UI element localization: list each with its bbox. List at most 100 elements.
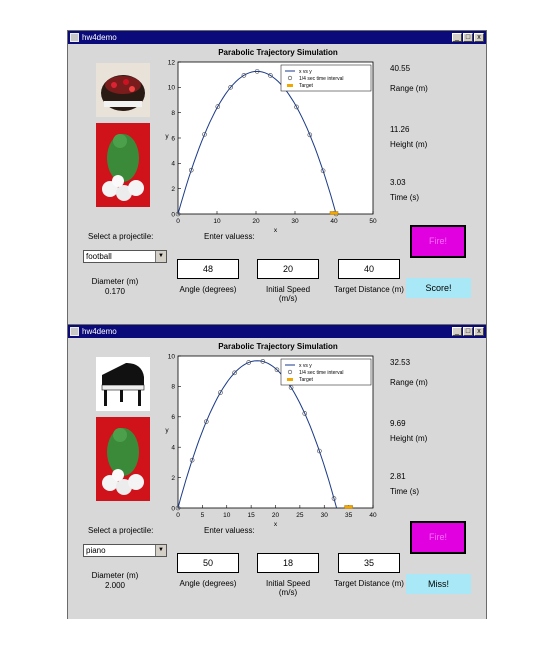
time-interval-marker [218, 390, 223, 395]
x-tick-label: 35 [345, 512, 353, 519]
legend-entry: 1/4 sec time interval [299, 370, 343, 376]
x-tick-label: 40 [369, 512, 377, 519]
projectile-select[interactable]: piano ▼ [83, 544, 167, 557]
projectile-select[interactable]: football ▼ [83, 250, 167, 263]
trajectory-plot: 0 10 20 30 40 50 0 2 4 6 8 10 12 x y x vs y1/4 sec time… [165, 59, 377, 234]
minimize-button[interactable]: _ [452, 33, 462, 42]
time-interval-marker [188, 167, 194, 173]
angle-label: Angle (degrees) [179, 579, 237, 588]
time-interval-marker [302, 411, 308, 416]
trajectory-line [177, 70, 337, 215]
x-tick-label: 30 [321, 512, 329, 519]
plot-title: Parabolic Trajectory Simulation [218, 342, 338, 351]
chevron-down-icon[interactable]: ▼ [155, 251, 166, 262]
plot-title: Parabolic Trajectory Simulation [218, 48, 338, 57]
time-interval-marker [317, 448, 322, 454]
maximize-button[interactable]: □ [463, 327, 473, 336]
x-tick-label: 5 [201, 512, 205, 519]
trajectory-plot: 0 5 10 15 20 25 30 35 40 0 2 4 6 8 10 x y x vs y1/4 sec t… [165, 353, 377, 528]
time-interval-marker [175, 211, 181, 217]
result-indicator: Miss! [406, 574, 471, 594]
result-indicator: Score! [406, 278, 471, 298]
diameter-label: Diameter (m) [91, 277, 139, 286]
legend-box [280, 64, 372, 92]
time-interval-marker [241, 73, 247, 78]
chevron-down-icon[interactable]: ▼ [155, 545, 166, 556]
x-tick-label: 10 [213, 218, 221, 225]
time-value: 2.81 [390, 472, 406, 481]
speed-input[interactable]: 20 [257, 259, 319, 279]
app-window-2: hw4demo _ □ x Parabolic Trajectory Simul… [67, 324, 487, 619]
time-interval-marker [202, 132, 207, 137]
range-value: 32.53 [390, 358, 411, 367]
target-distance-input[interactable]: 40 [338, 259, 400, 279]
time-interval-marker [203, 419, 209, 424]
speed-input[interactable]: 18 [257, 553, 319, 573]
title-bar[interactable]: hw4demo _ □ x [68, 325, 486, 338]
target-marker [329, 211, 339, 215]
legend-entry: x vs y [299, 69, 312, 75]
time-interval-marker [331, 496, 337, 501]
time-interval-marker [228, 84, 233, 90]
time-interval-marker [246, 360, 251, 365]
fire-button[interactable]: Fire! [410, 225, 466, 258]
x-tick-label: 50 [369, 218, 377, 225]
minimize-button[interactable]: _ [452, 327, 462, 336]
title-bar[interactable]: hw4demo _ □ x [68, 31, 486, 44]
target-distance-input[interactable]: 35 [338, 553, 400, 573]
height-label: Height (m) [390, 434, 428, 443]
target-marker [344, 505, 353, 509]
y-tick-label: 0 [171, 505, 175, 512]
height-value: 9.69 [390, 419, 406, 428]
time-interval-marker [274, 367, 280, 373]
y-tick-label: 6 [171, 414, 175, 421]
range-value: 40.55 [390, 64, 411, 73]
x-tick-label: 10 [223, 512, 231, 519]
time-interval-marker [307, 132, 313, 138]
x-tick-label: 0 [176, 512, 180, 519]
maximize-button[interactable]: □ [463, 33, 473, 42]
height-value: 11.26 [390, 125, 410, 134]
projectile-select-value: football [86, 252, 112, 261]
time-interval-marker [288, 385, 294, 390]
legend-entry: Target [299, 83, 314, 89]
app-window-1: hw4demo _ □ x Parabolic Trajectory Simul… [67, 30, 487, 325]
time-interval-marker [260, 359, 266, 364]
app-icon [70, 327, 79, 336]
x-tick-label: 25 [296, 512, 304, 519]
time-interval-marker [320, 168, 326, 174]
time-interval-marker [215, 104, 221, 109]
y-tick-label: 8 [171, 384, 175, 391]
projectile-image [96, 63, 150, 117]
x-tick-label: 20 [272, 512, 280, 519]
app-icon [70, 33, 79, 42]
y-tick-label: 12 [168, 59, 176, 66]
time-interval-marker [232, 370, 237, 376]
window-title: hw4demo [82, 327, 117, 336]
time-interval-marker [268, 73, 273, 78]
close-button[interactable]: x [474, 327, 484, 336]
legend-marker-swatch [287, 75, 293, 81]
close-button[interactable]: x [474, 33, 484, 42]
figure-client: Parabolic Trajectory Simulation 0 10 20 30 4… [68, 44, 486, 325]
figure-client: Parabolic Trajectory Simulation 0 5 10 15 20… [68, 338, 486, 619]
x-tick-label: 40 [330, 218, 338, 225]
range-label: Range (m) [390, 378, 428, 387]
diameter-value: 2.000 [104, 581, 126, 590]
legend-marker-swatch [287, 369, 293, 375]
enter-values-label: Enter valuess: [204, 526, 255, 535]
y-axis-label: y [165, 427, 169, 434]
y-tick-label: 10 [168, 85, 176, 92]
x-tick-label: 30 [291, 218, 299, 225]
angle-input[interactable]: 50 [177, 553, 239, 573]
trajectory-line [177, 360, 338, 509]
height-label: Height (m) [390, 140, 428, 149]
y-axis-label: y [165, 133, 169, 140]
angle-input[interactable]: 48 [177, 259, 239, 279]
y-tick-label: 10 [168, 353, 176, 360]
time-interval-marker [294, 104, 299, 110]
x-axis-label: x [274, 227, 278, 234]
diameter-value: 0.170 [104, 287, 126, 296]
fire-button[interactable]: Fire! [410, 521, 466, 554]
y-tick-label: 8 [171, 110, 175, 117]
